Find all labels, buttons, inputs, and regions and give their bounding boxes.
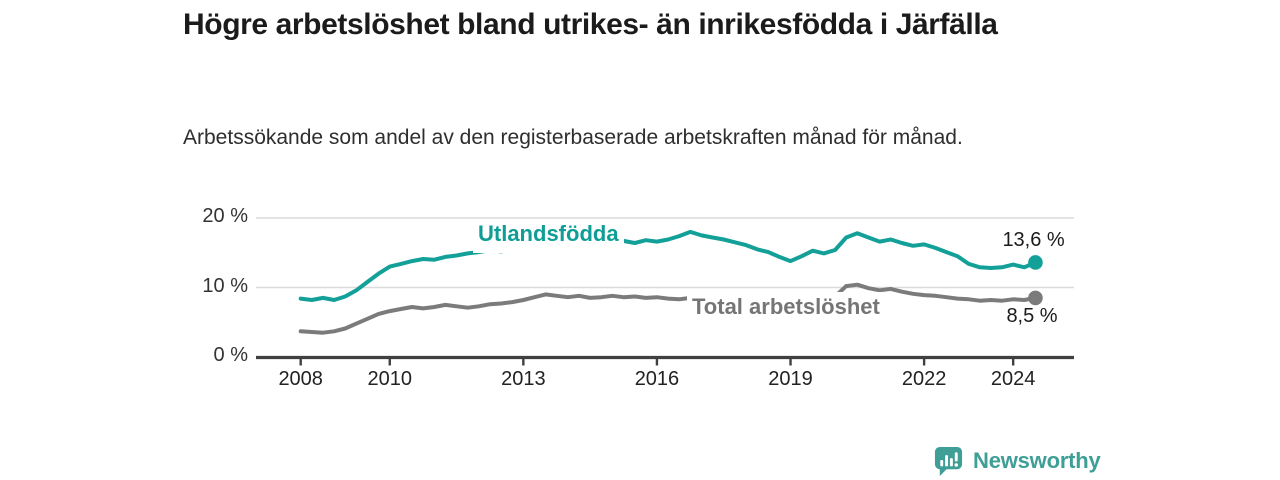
series-label-total: Total arbetslöshet [687,292,885,324]
end-value-label-total: 8,5 % [1006,304,1058,327]
y-tick-label: 10 % [202,274,248,297]
x-tick-label: 2013 [501,368,546,390]
x-tick-label: 2010 [367,368,413,390]
series-end-dot-total [1028,290,1043,306]
series-line-total [298,282,1038,335]
y-tick-label: 20 % [202,205,248,227]
x-tick-label: 2016 [634,368,680,390]
newsworthy-logo: Newsworthy [933,445,1101,476]
end-value-label-utlandsfodda: 13,6 % [1002,229,1065,252]
series-end-dot-utlandsfodda [1028,255,1043,270]
y-tick-label: 0 % [213,344,248,366]
series-line-utlandsfodda [298,229,1038,302]
bar-chart-speech-bubble-icon [934,446,963,476]
x-tick-label: 2008 [278,368,323,390]
chart-subtitle: Arbetssökande som andel av den registerb… [183,126,963,149]
series-label-utlandsfodda: Utlandsfödda [473,219,624,253]
x-tick-label: 2022 [901,368,947,390]
x-tick-label: 2024 [990,368,1036,390]
x-tick-label: 2019 [768,368,813,390]
page-title: Högre arbetslöshet bland utrikes- än inr… [183,8,998,41]
brand-name: Newsworthy [973,447,1101,473]
